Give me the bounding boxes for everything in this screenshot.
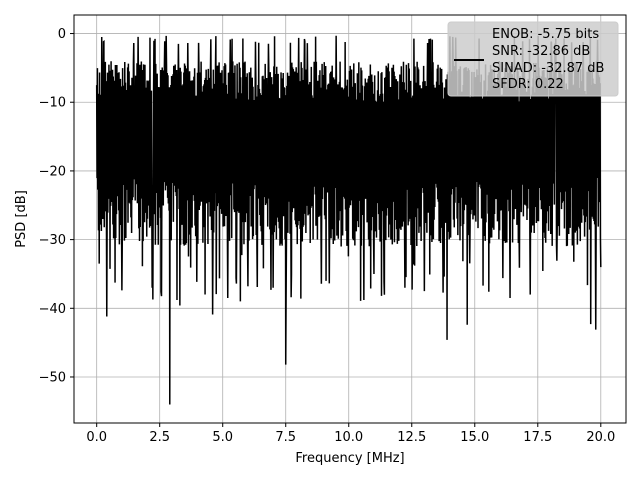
y-tick-label: −40	[39, 302, 66, 317]
x-axis-label: Frequency [MHz]	[295, 451, 404, 466]
x-tick-label: 17.5	[523, 430, 552, 445]
legend-sfdr: SFDR: 0.22	[492, 77, 564, 92]
y-axis-ticks: 0 −10 −20 −30 −40 −50	[39, 27, 74, 385]
x-tick-label: 12.5	[397, 430, 426, 445]
y-tick-label: −20	[39, 164, 66, 179]
legend-box	[447, 21, 619, 97]
psd-series	[95, 35, 602, 405]
legend-enob: ENOB: -5.75 bits	[492, 27, 599, 42]
y-tick-label: −30	[39, 233, 66, 248]
legend-snr: SNR: -32.86 dB	[492, 44, 590, 59]
legend: ENOB: -5.75 bits SNR: -32.86 dB SINAD: -…	[447, 21, 619, 97]
x-tick-label: 7.5	[275, 430, 296, 445]
x-tick-label: 20.0	[586, 430, 615, 445]
x-axis-ticks: 0.0 2.5 5.0 7.5 10.0 12.5 15.0 17.5 20.0	[86, 423, 615, 445]
y-tick-label: −50	[39, 370, 66, 385]
x-tick-label: 10.0	[334, 430, 363, 445]
psd-line	[95, 35, 602, 405]
x-tick-label: 15.0	[460, 430, 489, 445]
x-tick-label: 0.0	[86, 430, 107, 445]
y-axis-label: PSD [dB]	[14, 190, 29, 248]
y-tick-label: −10	[39, 96, 66, 111]
x-tick-label: 2.5	[149, 430, 170, 445]
y-tick-label: 0	[58, 27, 66, 42]
x-tick-label: 5.0	[212, 430, 233, 445]
legend-sinad: SINAD: -32.87 dB	[492, 61, 604, 76]
plot-frame	[73, 14, 627, 424]
